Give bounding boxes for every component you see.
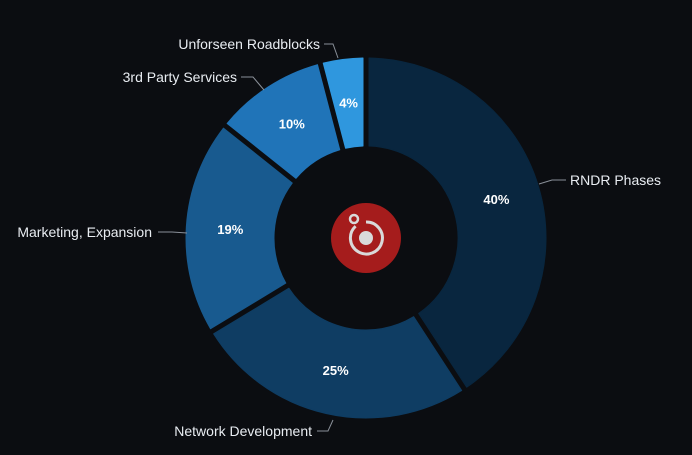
leader-line	[538, 179, 566, 185]
slice-name-label: 3rd Party Services	[123, 69, 237, 85]
slice-3rd-party-services[interactable]	[226, 64, 341, 179]
slice-percent-label: 25%	[323, 363, 349, 378]
slice-percent-label: 4%	[339, 96, 358, 111]
slice-name-label: Unforseen Roadblocks	[178, 36, 320, 52]
leader-lines-layer	[158, 43, 566, 432]
leader-line	[241, 76, 265, 91]
slice-marketing-expansion[interactable]	[185, 127, 293, 330]
slices-layer	[185, 57, 547, 419]
logo-small-dot	[348, 213, 360, 225]
slice-rndr-phases[interactable]	[368, 57, 547, 388]
slice-unforseen-roadblocks[interactable]	[322, 57, 364, 149]
slice-name-label: Network Development	[174, 423, 312, 439]
logo-main-dot	[359, 231, 373, 245]
labels-layer: 40% RNDR Phases 25% Network Development 19% M…	[17, 36, 661, 439]
slice-percent-label: 40%	[483, 192, 509, 207]
render-logo-icon	[331, 203, 401, 273]
leader-line	[158, 231, 188, 234]
leader-line	[317, 419, 334, 432]
slice-percent-label: 10%	[279, 117, 305, 132]
slice-network-development[interactable]	[213, 287, 463, 419]
slice-name-label: Marketing, Expansion	[17, 224, 152, 240]
logo-ring	[348, 220, 384, 256]
slice-percent-label: 19%	[217, 222, 243, 237]
leader-line	[324, 43, 339, 59]
slice-name-label: RNDR Phases	[570, 172, 661, 188]
